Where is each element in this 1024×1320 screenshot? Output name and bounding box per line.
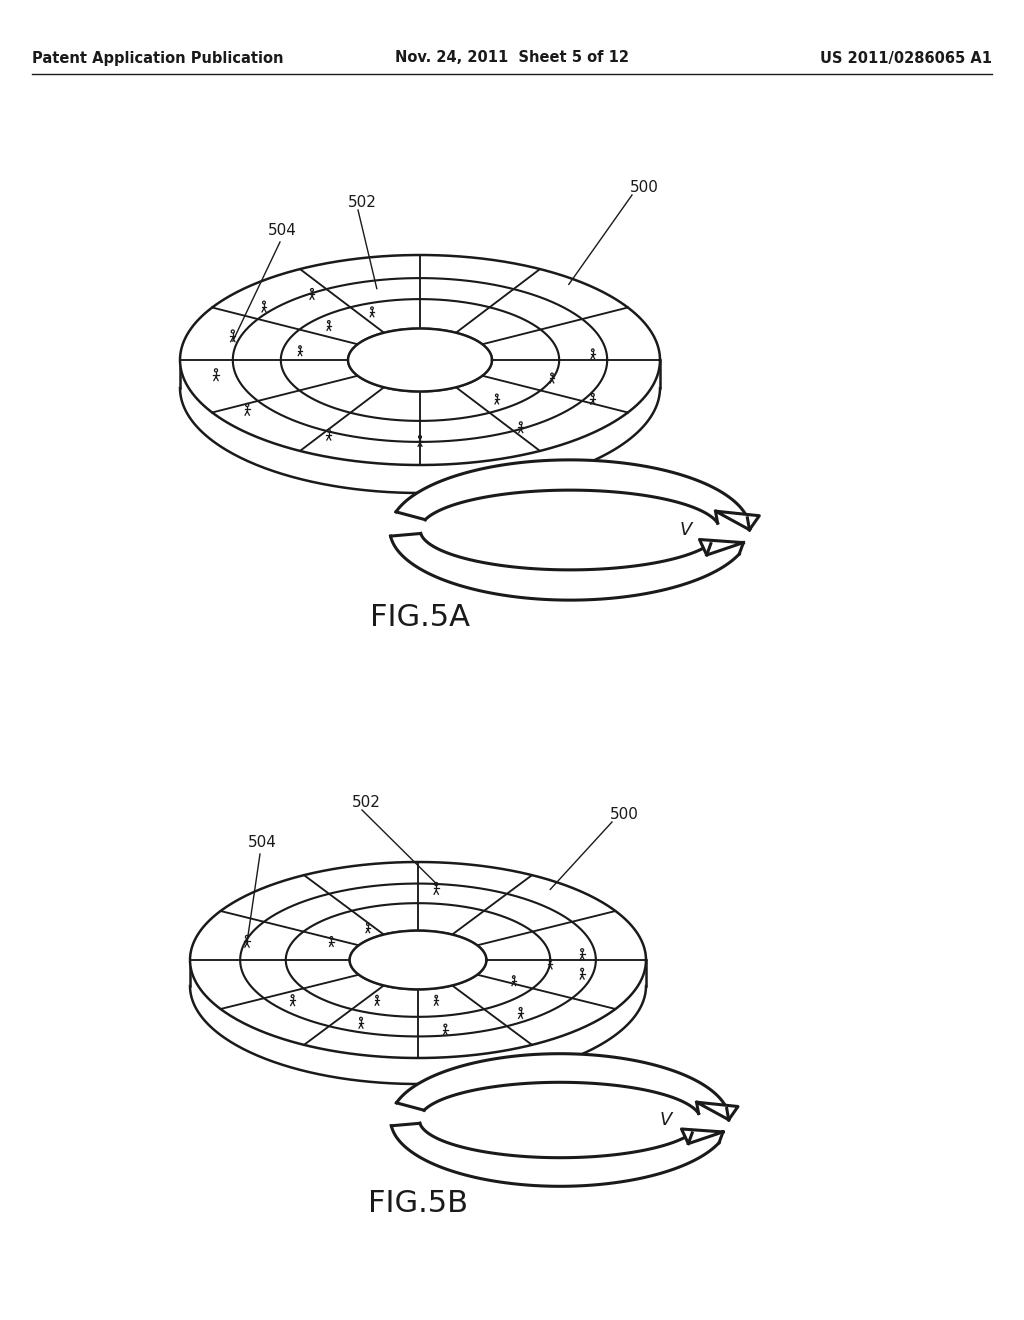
Text: FIG.5B: FIG.5B bbox=[368, 1189, 468, 1218]
Polygon shape bbox=[391, 1123, 719, 1187]
Polygon shape bbox=[190, 960, 646, 1084]
Text: 500: 500 bbox=[610, 807, 639, 822]
Text: V: V bbox=[660, 1111, 673, 1129]
Text: Patent Application Publication: Patent Application Publication bbox=[32, 50, 284, 66]
Polygon shape bbox=[699, 540, 743, 554]
Polygon shape bbox=[396, 1053, 727, 1114]
Polygon shape bbox=[716, 511, 760, 529]
Polygon shape bbox=[190, 862, 646, 1059]
Text: 504: 504 bbox=[268, 223, 297, 238]
Polygon shape bbox=[180, 360, 660, 492]
Polygon shape bbox=[390, 533, 739, 601]
Text: V: V bbox=[680, 521, 692, 539]
Polygon shape bbox=[696, 1102, 738, 1119]
Polygon shape bbox=[681, 1129, 723, 1143]
Polygon shape bbox=[349, 931, 486, 990]
Text: 504: 504 bbox=[248, 836, 276, 850]
Polygon shape bbox=[348, 360, 492, 420]
Text: 502: 502 bbox=[348, 195, 377, 210]
Text: US 2011/0286065 A1: US 2011/0286065 A1 bbox=[820, 50, 992, 66]
Polygon shape bbox=[180, 255, 660, 465]
Polygon shape bbox=[348, 329, 492, 392]
Text: FIG.5A: FIG.5A bbox=[370, 603, 470, 632]
Text: 500: 500 bbox=[630, 180, 658, 195]
Text: Nov. 24, 2011  Sheet 5 of 12: Nov. 24, 2011 Sheet 5 of 12 bbox=[395, 50, 629, 66]
Text: 502: 502 bbox=[352, 795, 381, 810]
Polygon shape bbox=[349, 960, 486, 1015]
Polygon shape bbox=[396, 459, 748, 523]
